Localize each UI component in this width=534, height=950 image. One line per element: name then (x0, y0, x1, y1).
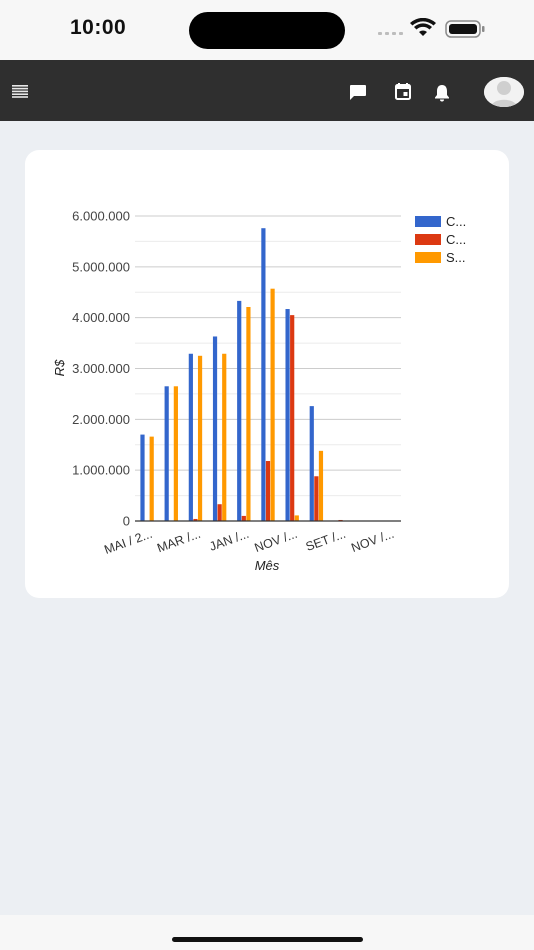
x-axis-label: Mês (255, 558, 280, 573)
x-tick-label: NOV /... (349, 527, 396, 555)
bar (270, 288, 275, 521)
legend-label[interactable]: C... (446, 232, 466, 247)
calendar-icon[interactable] (395, 83, 411, 100)
y-tick-label: 0 (123, 514, 130, 529)
bar (217, 504, 222, 521)
bell-icon[interactable] (434, 84, 450, 102)
bar (149, 436, 154, 521)
x-tick-label: MAR /... (155, 527, 202, 556)
bar (246, 306, 251, 521)
avatar-icon (484, 77, 524, 107)
cellular-signal-icon (378, 32, 403, 35)
status-bar: 10:00 (0, 0, 534, 60)
bar (237, 300, 242, 521)
legend-swatch (415, 234, 441, 245)
menu-icon[interactable] (12, 85, 28, 98)
battery-icon (445, 20, 485, 38)
chart-card: 0 1.000.000 2.000.000 3.000.000 4.000.000 5.0… (25, 150, 509, 598)
bar (212, 336, 218, 521)
x-tick-label: SET /... (304, 527, 348, 554)
legend-label[interactable]: C... (446, 214, 466, 229)
x-tick-label: JAN /... (208, 527, 251, 554)
y-axis-label: R$ (52, 359, 67, 376)
bar (261, 228, 266, 521)
bar (188, 353, 193, 521)
bar (309, 406, 314, 521)
y-axis-ticks: 0 1.000.000 2.000.000 3.000.000 4.000.000 5.0… (72, 209, 130, 529)
chart-gridlines (135, 215, 401, 497)
wifi-icon (410, 18, 436, 36)
legend-swatch (415, 252, 441, 263)
avatar[interactable] (484, 77, 524, 107)
bar (285, 309, 290, 521)
chart-bars (140, 228, 343, 521)
chat-icon[interactable] (349, 84, 367, 101)
bar (164, 386, 169, 521)
y-tick-label: 3.000.000 (72, 361, 130, 376)
bar (318, 450, 324, 521)
y-tick-label: 5.000.000 (72, 259, 130, 274)
bar (241, 515, 246, 521)
x-tick-label: MAI / 2... (102, 527, 154, 557)
top-toolbar (0, 60, 534, 121)
bar (173, 386, 178, 521)
legend-swatch (415, 216, 441, 227)
status-time: 10:00 (70, 16, 127, 39)
y-tick-label: 2.000.000 (72, 412, 130, 427)
y-tick-label: 4.000.000 (72, 310, 130, 325)
bar (294, 515, 299, 521)
status-icons (378, 18, 485, 38)
home-bar-area (0, 915, 534, 950)
home-indicator[interactable] (172, 937, 363, 942)
x-axis-ticks: MAI / 2... MAR /... JAN /... NOV /... SET /.… (102, 527, 396, 557)
bar (140, 434, 145, 521)
bar-chart: 0 1.000.000 2.000.000 3.000.000 4.000.000 5.0… (52, 209, 466, 574)
bar (197, 355, 203, 521)
chart-legend: C... C... S... (415, 214, 466, 265)
dynamic-island (189, 12, 345, 49)
y-tick-label: 6.000.000 (72, 209, 130, 224)
legend-label[interactable]: S... (446, 250, 466, 265)
bar (265, 461, 271, 521)
bar (314, 476, 319, 521)
bar (193, 518, 198, 521)
y-tick-label: 1.000.000 (72, 463, 130, 478)
bar (222, 353, 227, 521)
x-tick-label: NOV /... (253, 527, 300, 555)
bar (290, 315, 295, 521)
